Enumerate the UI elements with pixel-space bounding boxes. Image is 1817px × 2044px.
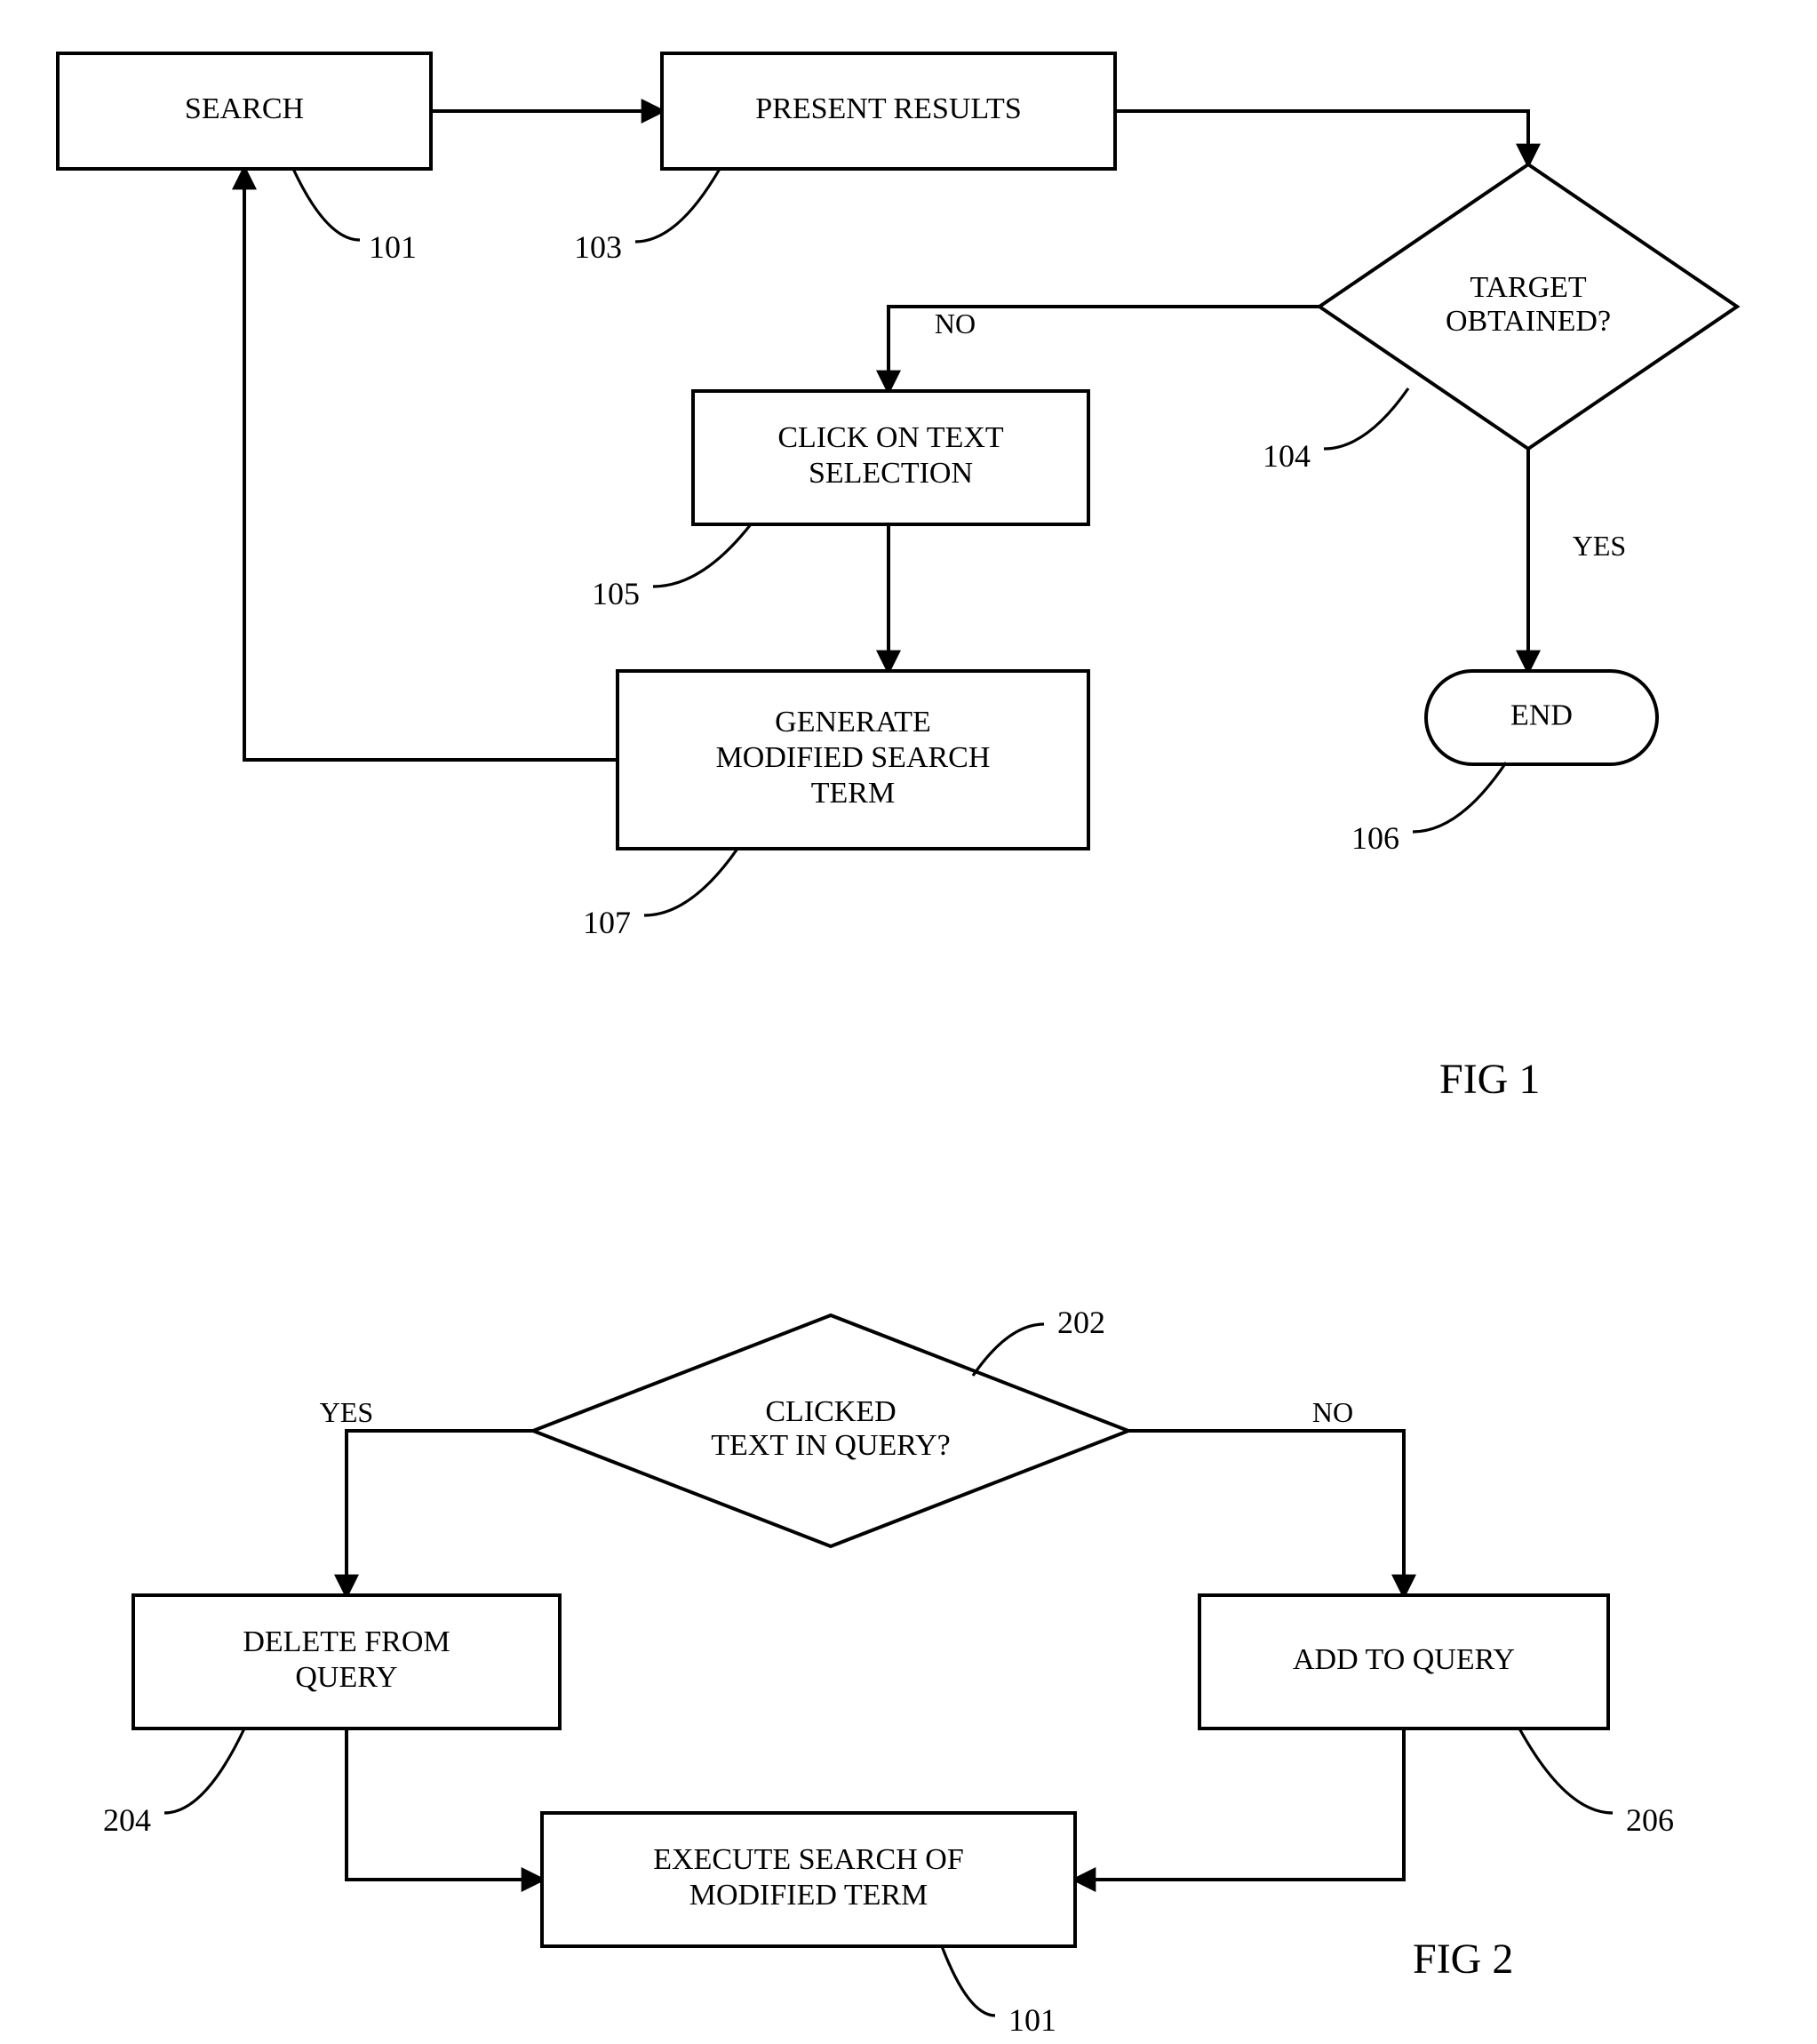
fig1-leader-104 xyxy=(1324,388,1408,449)
fig2-node-delete: DELETE FROMQUERY xyxy=(133,1595,560,1729)
fig2-edge-label-0: YES xyxy=(320,1396,373,1428)
svg-text:SEARCH: SEARCH xyxy=(185,92,304,125)
svg-text:PRESENT RESULTS: PRESENT RESULTS xyxy=(755,92,1021,125)
fig1-leader-106 xyxy=(1413,763,1506,832)
fig1-node-end: END xyxy=(1426,671,1657,764)
fig1-leader-101 xyxy=(293,169,360,240)
fig1-caption: FIG 1 xyxy=(1439,1056,1540,1103)
fig2-ref-101: 101 xyxy=(1008,2002,1056,2038)
fig1-ref-101: 101 xyxy=(369,229,417,265)
fig1-edge-5 xyxy=(244,169,618,760)
fig2-leader-204 xyxy=(164,1729,244,1813)
fig2-ref-206: 206 xyxy=(1626,1802,1674,1838)
fig1-leader-107 xyxy=(644,849,737,915)
fig1-node-generate: GENERATEMODIFIED SEARCHTERM xyxy=(618,671,1088,849)
fig2-edge-0 xyxy=(347,1431,533,1595)
fig2-ref-202: 202 xyxy=(1057,1305,1105,1340)
fig1-ref-107: 107 xyxy=(583,905,631,940)
fig2-node-execute: EXECUTE SEARCH OFMODIFIED TERM xyxy=(542,1813,1075,1946)
fig2-leader-202 xyxy=(973,1324,1044,1376)
fig1-ref-103: 103 xyxy=(574,229,622,265)
fig1-ref-106: 106 xyxy=(1351,820,1399,856)
svg-text:ADD TO QUERY: ADD TO QUERY xyxy=(1293,1643,1515,1676)
fig1-leader-103 xyxy=(635,169,720,242)
fig1-ref-104: 104 xyxy=(1263,438,1311,474)
fig2-leader-101 xyxy=(942,1946,995,2016)
fig1-edge-label-3: NO xyxy=(935,307,976,339)
fig2-edge-3 xyxy=(1075,1729,1404,1880)
svg-text:END: END xyxy=(1510,699,1573,731)
fig1-node-present: PRESENT RESULTS xyxy=(662,53,1115,169)
fig1-leader-105 xyxy=(653,524,751,587)
fig1-node-click: CLICK ON TEXTSELECTION xyxy=(693,391,1088,524)
svg-text:TARGETOBTAINED?: TARGETOBTAINED? xyxy=(1446,271,1611,338)
fig2-edge-label-1: NO xyxy=(1312,1396,1353,1428)
fig1-ref-105: 105 xyxy=(592,576,640,611)
fig2-node-add: ADD TO QUERY xyxy=(1199,1595,1608,1729)
fig2-node-decision: CLICKEDTEXT IN QUERY? xyxy=(533,1315,1128,1546)
fig2-leader-206 xyxy=(1519,1729,1613,1813)
fig2-edge-1 xyxy=(1128,1431,1404,1595)
fig2-caption: FIG 2 xyxy=(1413,1936,1513,1983)
fig2-edge-2 xyxy=(347,1729,542,1880)
fig2-ref-204: 204 xyxy=(103,1802,151,1838)
fig1-edge-1 xyxy=(1115,111,1528,164)
fig1-node-decision: TARGETOBTAINED? xyxy=(1319,164,1737,449)
fig1-node-search: SEARCH xyxy=(58,53,431,169)
fig1-edge-label-2: YES xyxy=(1573,530,1626,562)
